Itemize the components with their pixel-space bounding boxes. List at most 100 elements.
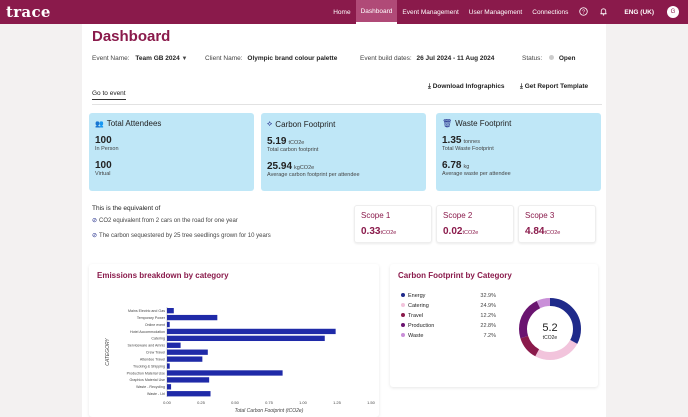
help-icon[interactable]: ? (577, 6, 589, 18)
get-report-template-label: Get Report Template (524, 83, 589, 90)
y-tick-label: Catering (151, 337, 165, 341)
divider (92, 104, 602, 105)
user-avatar[interactable]: G (667, 6, 679, 18)
scope-title: Scope 3 (525, 211, 555, 220)
event-name-label: Event Name: (92, 55, 130, 62)
emissions-bar-chart: Waste - Lbl Waste - Recycling Graphics Mat… (105, 307, 376, 414)
go-to-event-link[interactable]: Go to event (92, 90, 126, 100)
trace-logo[interactable]: trace (6, 3, 51, 21)
x-axis-label: Total Carbon Footprint (tCO2e) (235, 408, 304, 414)
carbon-category-donut-chart: 5.2tCO2e Energy 32.9% Catering 24.9% Travel 12… (401, 293, 581, 360)
page-title: Dashboard (92, 28, 171, 45)
chevron-down-icon[interactable]: ▼ (181, 56, 188, 62)
status-dot-icon (549, 55, 555, 60)
event-name-select[interactable]: Team GB 2024 (135, 55, 180, 62)
build-dates-meta: Event build dates: 26 Jul 2024 - 11 Aug … (360, 55, 494, 62)
bar (167, 377, 210, 383)
legend-swatch (401, 333, 405, 337)
carbon-avg: 25.94 kgCO2e (267, 161, 420, 172)
scope-3-card: Scope 3 4.84tCO2e (518, 205, 596, 243)
get-report-template-button[interactable]: ⤓ Get Report Template (520, 83, 588, 91)
donut-center-unit: tCO2e (543, 335, 558, 341)
scope-value-number: 4.84 (525, 226, 545, 237)
waste-total-label: Total Waste Footprint (442, 146, 494, 152)
emissions-panel-title: Emissions breakdown by category (97, 271, 229, 280)
x-tick-label: 0.50 (231, 400, 240, 405)
download-icon: ⤓ (520, 83, 523, 90)
carbon-by-category-panel: Carbon Footprint by Category 5.2 tCO2e Ene… (390, 264, 598, 387)
bar (167, 391, 211, 397)
status-label: Status: (522, 55, 543, 62)
car-icon: ⊘ (92, 218, 98, 224)
emissions-breakdown-panel: Emissions breakdown by category Waste - … (89, 264, 379, 417)
waste-avg-unit: kg (463, 164, 470, 170)
legend-label: Catering (408, 303, 429, 309)
nav-home[interactable]: Home (333, 8, 351, 16)
carbon-total-value: 5.19 (267, 136, 287, 147)
legend-label: Production (408, 323, 434, 329)
y-tick-label: Online event (145, 323, 165, 327)
build-dates-label: Event build dates: (360, 55, 412, 62)
legend-swatch (401, 293, 405, 297)
donut-slice (519, 298, 581, 360)
scope-value: 0.33tCO2e (361, 226, 425, 237)
download-infographics-label: Download Infographics (432, 83, 505, 90)
x-tick-label: 0.00 (163, 400, 172, 405)
x-tick-label: 1.50 (367, 400, 376, 405)
bar (167, 356, 203, 362)
event-name-meta: Event Name: Team GB 2024 ▼ (92, 55, 187, 62)
people-icon: 👥 (95, 120, 104, 128)
language-selector[interactable]: ENG (UK) (624, 8, 654, 16)
scope-2-card: Scope 2 0.02tCO2e (436, 205, 514, 243)
x-tick-label: 0.25 (197, 400, 206, 405)
waste-avg-label: Average waste per attendee (442, 171, 511, 177)
main-nav: Home Dashboard Event Management User Man… (328, 0, 688, 24)
tree-icon: ⊘ (92, 233, 98, 239)
download-infographics-button[interactable]: ⤓ Download Infographics (428, 83, 505, 91)
virtual-value: 100 (95, 160, 112, 171)
nav-connections[interactable]: Connections (532, 8, 569, 16)
client-name-value: Olympic brand colour palette (247, 55, 338, 62)
client-name-meta: Client Name: Olympic brand colour palett… (205, 55, 337, 62)
trash-icon: 🗑 (442, 119, 453, 128)
total-attendees-title: Total Attendees (106, 119, 162, 128)
equivalent-title: This is the equivalent of (92, 205, 161, 212)
bar (167, 335, 325, 342)
waste-total: 1.35 tonnes (442, 135, 595, 146)
status-value: Open (558, 55, 576, 62)
top-navbar: trace Home Dashboard Event Management Us… (0, 0, 688, 24)
x-tick-label: 1.00 (299, 400, 308, 405)
scope-unit: tCO2e (462, 230, 479, 236)
carbon-total-unit: tCO2e (288, 140, 305, 146)
scope-unit: tCO2e (380, 230, 397, 236)
carbon-avg-value: 25.94 (267, 161, 293, 172)
waste-avg-value: 6.78 (442, 160, 462, 171)
build-dates-value: 26 Jul 2024 - 11 Aug 2024 (416, 55, 495, 62)
legend-value: 7.2% (483, 333, 496, 339)
x-tick-label: 0.75 (265, 400, 274, 405)
y-tick-label: Temporary Power (137, 316, 166, 320)
donut-center-value: 5.2 (542, 322, 557, 334)
scope-value: 0.02tCO2e (443, 226, 507, 237)
legend-swatch (401, 313, 405, 317)
bell-icon[interactable] (597, 7, 609, 18)
card-title: ⟡ Carbon Footprint (267, 119, 420, 129)
nav-event-management[interactable]: Event Management (402, 8, 459, 16)
scope-title: Scope 1 (361, 211, 391, 220)
carbon-avg-label: Average carbon footprint per attendee (267, 172, 360, 178)
waste-total-value: 1.35 (442, 135, 462, 146)
in-person-value: 100 (95, 135, 112, 146)
nav-user-management[interactable]: User Management (468, 8, 523, 16)
carbon-footprint-title: Carbon Footprint (275, 119, 336, 129)
scope-1-card: Scope 1 0.33tCO2e (354, 205, 432, 243)
y-tick-label: Production Material Use (127, 371, 165, 375)
carbon-avg-unit: kgCO2e (294, 165, 315, 171)
bar (167, 370, 283, 376)
bar (167, 314, 218, 321)
waste-footprint-card: 🗑 Waste Footprint 1.35 tonnes Total Waste … (436, 113, 601, 191)
bar (167, 321, 170, 328)
bar (167, 308, 174, 314)
nav-dashboard[interactable]: Dashboard (355, 0, 398, 24)
y-tick-label: Crew Travel (146, 351, 165, 355)
y-tick-label: Graphics Material Use (129, 378, 165, 382)
